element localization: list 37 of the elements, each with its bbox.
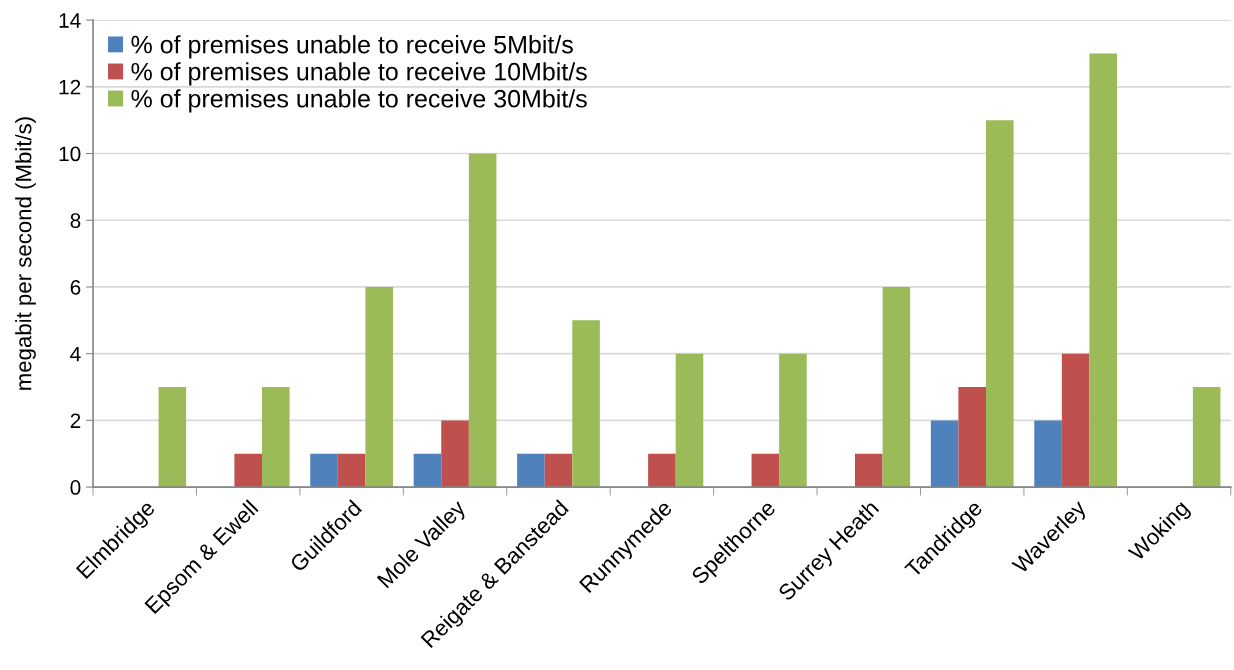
bar bbox=[882, 286, 911, 488]
y-tick-label: 4 bbox=[70, 346, 81, 362]
legend-label: % of premises unable to receive 5Mbit/s bbox=[131, 35, 573, 59]
bar bbox=[930, 420, 959, 488]
bar bbox=[958, 387, 986, 488]
y-tick-label: 10 bbox=[59, 146, 81, 162]
bar bbox=[675, 353, 704, 488]
y-tick-label: 0 bbox=[70, 480, 81, 495]
y-axis-title: megabit per second (Mbit/s) bbox=[15, 117, 36, 390]
y-tick-label: 8 bbox=[70, 213, 81, 228]
bar bbox=[234, 453, 262, 488]
bar bbox=[365, 286, 393, 488]
bar bbox=[158, 387, 187, 488]
legend-label: % of premises unable to receive 10Mbit/s bbox=[131, 62, 587, 86]
bar bbox=[310, 453, 338, 488]
y-tick-label: 6 bbox=[70, 279, 81, 295]
bar bbox=[854, 453, 883, 488]
bar bbox=[779, 353, 807, 488]
y-tick-label: 12 bbox=[59, 79, 81, 95]
bar bbox=[1192, 387, 1221, 488]
bar bbox=[1089, 53, 1118, 488]
bar bbox=[468, 153, 497, 488]
bar bbox=[517, 453, 545, 488]
legend-label: % of premises unable to receive 30Mbit/s bbox=[131, 89, 587, 113]
bar bbox=[413, 453, 442, 488]
bar bbox=[1061, 353, 1090, 488]
bar bbox=[1034, 420, 1062, 488]
bar bbox=[648, 453, 676, 488]
bar bbox=[261, 387, 290, 488]
y-tick-label: 2 bbox=[70, 413, 81, 428]
y-tick-label: 14 bbox=[59, 13, 81, 28]
bar bbox=[572, 320, 600, 488]
bar bbox=[337, 453, 366, 488]
bar bbox=[986, 120, 1014, 488]
bar bbox=[441, 420, 469, 488]
bar bbox=[544, 453, 573, 488]
bar bbox=[751, 453, 780, 488]
